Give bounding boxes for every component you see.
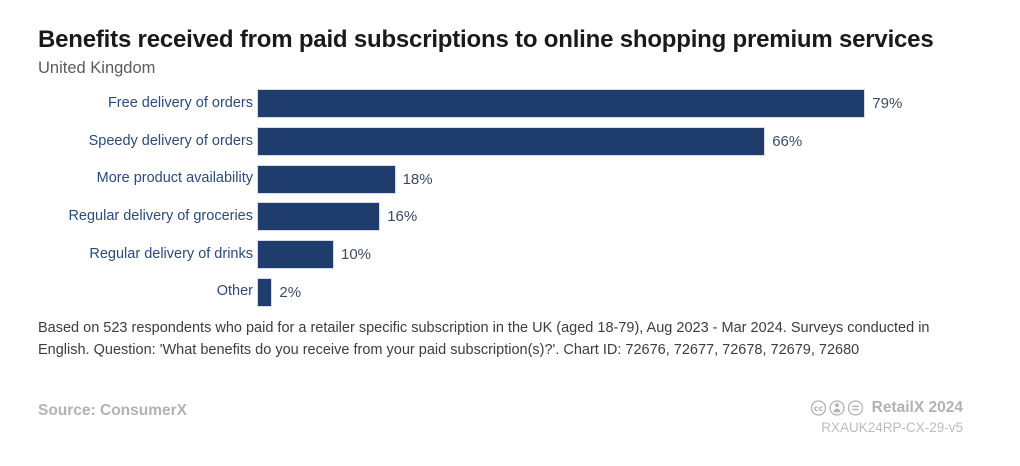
bar — [257, 277, 273, 307]
category-label: Regular delivery of groceries — [68, 207, 253, 224]
cc-by-nd-icon: cc — [810, 400, 863, 416]
bar-row: Free delivery of orders 79% — [38, 85, 998, 123]
bar-track: 66% — [257, 127, 998, 157]
brand-label: RetailX 2024 — [871, 399, 963, 416]
chart-subtitle: United Kingdom — [38, 59, 156, 77]
bar-row: Speedy delivery of orders 66% — [38, 123, 998, 161]
value-label: 79% — [872, 95, 903, 113]
bar — [257, 127, 766, 157]
category-label: Speedy delivery of orders — [88, 132, 253, 149]
source-label: Source: ConsumerX — [38, 402, 188, 419]
bar-track: 16% — [257, 202, 998, 232]
category-label: Other — [216, 283, 253, 300]
bar-track: 10% — [257, 240, 998, 270]
category-label: Regular delivery of drinks — [89, 245, 253, 262]
bar-chart: Free delivery of orders 79% Speedy deliver… — [38, 85, 998, 311]
bar-track: 2% — [257, 277, 998, 307]
footer-right: cc RetailX 2024 RXAUK24RP-CX-29-v5 — [810, 399, 963, 435]
bar-row: Regular delivery of groceries 16% — [38, 198, 998, 236]
value-label: 16% — [387, 208, 418, 226]
cc-license-icons: cc — [810, 399, 866, 417]
bar — [257, 89, 866, 119]
chart-code: RXAUK24RP-CX-29-v5 — [821, 420, 963, 435]
bar-row: More product availability 18% — [38, 160, 998, 198]
bar — [257, 164, 396, 194]
bar-row: Regular delivery of drinks 10% — [38, 236, 998, 274]
bar-track: 79% — [257, 89, 998, 119]
category-label: Free delivery of orders — [107, 94, 253, 111]
bar-row: Other 2% — [38, 273, 998, 311]
svg-text:cc: cc — [813, 404, 823, 413]
bar — [257, 202, 381, 232]
bar — [257, 240, 334, 270]
page-title: Benefits received from paid subscription… — [38, 26, 934, 53]
value-label: 18% — [402, 170, 433, 188]
bar-track: 18% — [257, 164, 998, 194]
footnote-text: Based on 523 respondents who paid for a … — [38, 320, 930, 358]
value-label: 10% — [341, 246, 372, 264]
brand-line: cc RetailX 2024 — [810, 399, 963, 417]
value-label: 66% — [772, 133, 803, 151]
category-label: More product availability — [96, 170, 253, 187]
value-label: 2% — [279, 283, 302, 301]
